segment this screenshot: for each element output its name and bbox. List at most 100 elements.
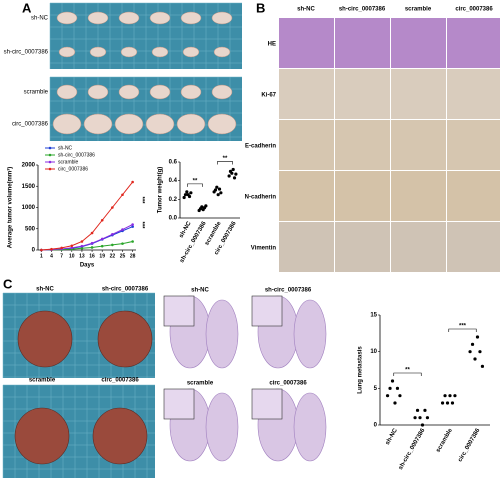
point	[121, 193, 124, 197]
photo-label: circ_0007386	[101, 378, 139, 384]
photo-row-label: circ_0007386	[12, 122, 49, 128]
point	[204, 204, 208, 208]
y-tick-label: 2000	[22, 163, 36, 169]
annotation: **	[405, 368, 410, 374]
point	[475, 335, 480, 339]
histology-image	[279, 69, 334, 119]
histology-image	[279, 222, 334, 272]
x-tick-label: 4	[50, 253, 53, 259]
y-tick-label: 1000	[22, 205, 36, 211]
tumor	[180, 11, 202, 25]
legend-marker	[48, 160, 52, 164]
point	[217, 187, 222, 191]
tumor	[56, 84, 78, 100]
point	[450, 401, 455, 405]
tumor	[114, 113, 144, 135]
series-line	[41, 181, 134, 251]
row-label: N-cadherin	[245, 195, 277, 201]
y-tick-label: 10	[370, 349, 377, 355]
row-label: Vimentin	[251, 246, 277, 252]
y-axis-label: Tumor weight(g)	[158, 167, 164, 214]
annotation: **	[193, 178, 198, 184]
y-tick-label: 15	[370, 313, 377, 319]
significance-bracket	[187, 183, 203, 187]
histology-image	[391, 222, 446, 272]
histology-image	[335, 222, 390, 272]
point	[131, 223, 134, 226]
y-tick-label: 500	[25, 226, 36, 232]
point	[395, 386, 400, 390]
panel-label: B	[256, 0, 265, 15]
tumor	[149, 84, 171, 100]
row-label: E-cadherin	[245, 144, 276, 150]
point	[232, 176, 237, 180]
inset	[163, 295, 195, 327]
point	[425, 416, 430, 420]
significance-bracket	[448, 328, 477, 332]
point	[390, 379, 395, 383]
point	[40, 248, 43, 252]
y-tick-label: 5	[374, 386, 378, 392]
photo-row-label: scramble	[24, 90, 49, 96]
tumor	[120, 46, 138, 58]
tumor	[145, 113, 175, 135]
significance-bracket	[217, 161, 233, 165]
point	[70, 246, 74, 250]
point	[385, 394, 390, 398]
point	[131, 240, 134, 243]
histology-image	[447, 222, 500, 272]
histology-image	[447, 171, 500, 221]
panel-label: C	[3, 276, 13, 291]
point	[121, 228, 124, 231]
point	[480, 364, 485, 368]
x-tick-label: scramble	[435, 427, 454, 453]
histology-image	[391, 120, 446, 170]
y-axis-label: Average tumor volume(mm³)	[7, 167, 14, 248]
histology-image	[391, 171, 446, 221]
y-tick-label: 0	[374, 423, 378, 429]
legend-label: sh-NC	[58, 145, 73, 151]
tumor	[58, 46, 76, 58]
histology-image	[447, 18, 500, 68]
legend-label: scramble	[58, 159, 79, 165]
histology-image	[447, 120, 500, 170]
point	[187, 194, 192, 199]
panel-label: A	[22, 0, 32, 15]
lung	[97, 310, 153, 368]
point	[111, 206, 114, 209]
x-tick-label: sh-NC	[179, 220, 193, 239]
point	[100, 244, 104, 248]
annotation: ***	[459, 324, 467, 330]
series-line	[41, 224, 133, 251]
tumor	[87, 11, 109, 25]
x-tick-label: 22	[110, 253, 116, 259]
histology-image	[391, 69, 446, 119]
point	[80, 240, 84, 243]
y-tick-label: 0.4	[169, 178, 178, 184]
tumor	[87, 84, 109, 100]
point	[200, 205, 204, 209]
point	[80, 247, 84, 250]
x-tick-label: circ_0007386	[457, 427, 481, 463]
point	[219, 191, 223, 195]
x-axis-label: Days	[80, 263, 95, 269]
tumor	[180, 84, 202, 100]
histology-image	[279, 120, 334, 170]
annotation: ***	[138, 221, 144, 229]
row-label: Ki-67	[261, 93, 276, 99]
point	[90, 246, 94, 249]
y-axis-label: Lung metastasis	[358, 346, 364, 394]
point	[90, 231, 94, 235]
point	[470, 342, 475, 346]
point	[423, 408, 427, 412]
tumor	[207, 113, 237, 135]
point	[440, 401, 445, 405]
histology-label: sh-circ_0007386	[265, 288, 312, 294]
point	[231, 167, 235, 172]
point	[131, 180, 134, 184]
point	[90, 241, 94, 245]
histology-image	[447, 69, 500, 119]
y-tick-label: 1500	[22, 184, 36, 190]
point	[445, 401, 450, 405]
